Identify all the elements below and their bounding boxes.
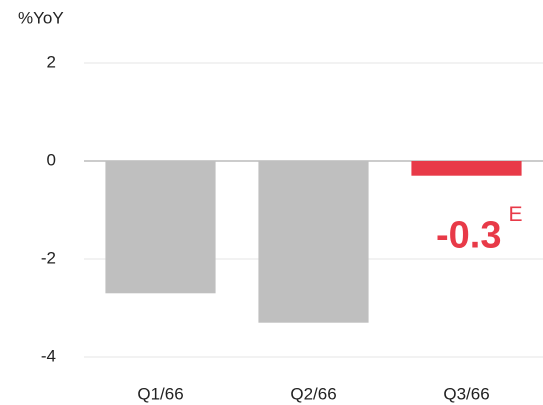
y-tick-label: 2 [47,52,56,71]
bar [258,161,369,323]
y-tick-label: -4 [41,346,56,365]
axis-label: %YoY [18,8,64,27]
x-tick-label: Q1/66 [137,384,183,403]
x-tick-label: Q2/66 [290,384,336,403]
bar [411,161,522,176]
x-tick-label: Q3/66 [443,384,489,403]
y-tick-label: 0 [47,150,56,169]
y-tick-label: -2 [41,248,56,267]
bar [105,161,216,294]
value-label: -0.3 [436,215,501,257]
value-note: E [509,203,523,226]
